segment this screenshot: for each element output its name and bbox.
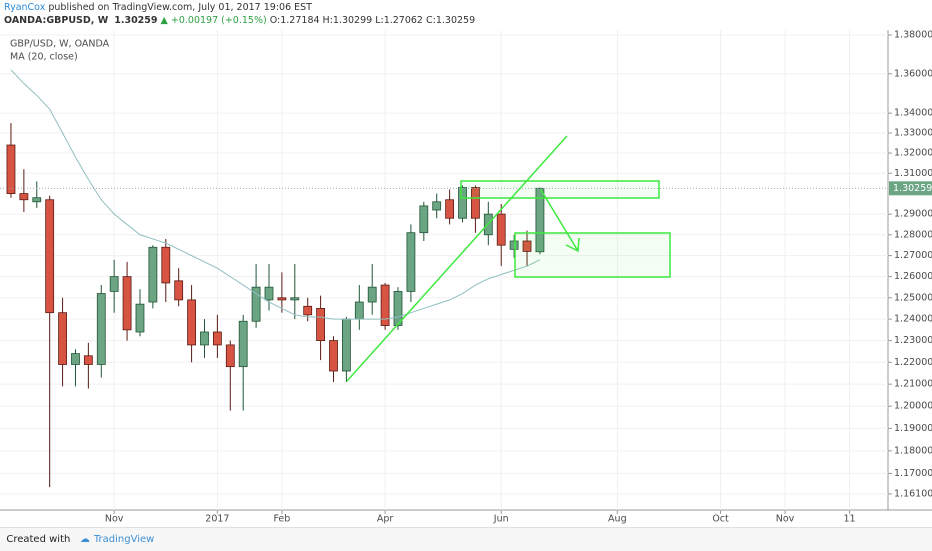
candle-body [354,301,364,320]
x-tick-label: Feb [273,514,290,525]
created-with: Created with [6,534,71,545]
legend-symbol: GBP/USD, W, OANDA [10,39,110,50]
y-tick-label: 1.19000 [894,423,932,434]
target-box[interactable] [514,232,671,278]
candle-body [432,201,442,211]
change: ▲ +0.00197 (+0.15%) [160,15,267,26]
quote-line: OANDA:GBPUSD, W 1.30259 ▲ +0.00197 (+0.1… [4,14,475,27]
candle-body [251,286,261,322]
candle-body [290,297,300,301]
x-tick-label: Aug [608,514,627,525]
resistance-box[interactable] [460,180,660,199]
candle-body [161,246,171,284]
publish-line: RyanCox published on TradingView.com, Ju… [4,1,475,14]
x-tick-label: Jun [493,514,509,525]
candle-body [58,312,67,365]
candle-body [458,187,467,219]
candle-body [83,355,93,365]
candle-body [471,187,480,219]
candle-body [238,320,248,368]
y-tick-label: 1.27000 [894,250,932,261]
author[interactable]: RyanCox [4,2,46,13]
candle-body [509,240,519,250]
x-tick-label: Nov [776,514,795,525]
candle-body [135,303,145,333]
candle-body [109,276,119,292]
y-tick-label: 1.24000 [894,314,932,325]
candle-body [406,232,416,292]
y-tick-label: 1.17000 [894,468,932,479]
candle-body [522,240,532,252]
y-tick-label: 1.26000 [894,271,932,282]
drawings [346,135,671,382]
y-tick-label: 1.16100 [894,488,932,499]
chart: GBP/USD, W, OANDA MA (20, close) 1.38000… [0,29,932,525]
y-tick-label: 1.29000 [894,209,932,220]
grid [0,30,888,510]
x-tick-label: Oct [712,514,729,525]
candle-body [445,199,455,219]
candle-body [329,340,338,372]
candle-body [200,331,209,346]
candle-body [187,299,196,346]
candle-body [122,276,132,331]
arrow-line[interactable] [540,189,579,252]
candle-body [277,297,287,301]
candle-body [496,213,506,246]
candle-body [264,286,274,301]
y-tick-label: 1.21000 [894,379,932,390]
x-tick-label: Apr [377,514,394,525]
footer: Created with ☁ TradingView [0,527,932,551]
candle-body [380,284,390,326]
legend-ma: MA (20, close) [10,52,78,63]
candle-body [342,318,351,372]
y-tick-label: 1.25000 [894,292,932,303]
ma-line [10,69,541,320]
candle-body [316,308,325,342]
symbol: OANDA:GBPUSD, W [4,15,109,26]
y-tick-label: 1.32000 [894,148,932,159]
series [0,69,888,488]
candle-body [367,286,377,303]
y-tick-label: 1.20000 [894,401,932,412]
price: 1.30259 [114,15,158,26]
candle-body [303,305,313,316]
trend-line[interactable] [346,135,568,382]
ohlc: O:1.27184 H:1.30299 L:1.27062 C:1.30259 [269,15,476,26]
candle-body [148,246,158,303]
y-tick-label: 1.36000 [894,68,932,79]
arrow-head [565,237,580,253]
candle-body [535,187,545,253]
candle-body [45,199,55,314]
y-tick-label: 1.22000 [894,357,932,368]
y-tick-label: 1.34000 [894,108,932,119]
logo: ☁ [79,534,90,545]
candle-body [225,344,235,368]
candle-body [6,144,16,195]
last-price-badge [889,181,932,196]
candle-body [71,353,80,365]
candle-body [419,205,429,234]
candle-body [96,293,106,365]
y-tick-label: 1.31000 [894,168,932,179]
published: published on TradingView.com, July 01, 2… [48,2,312,13]
y-tick-label: 1.23000 [894,335,932,346]
candle-body [32,197,42,203]
y-tick-label: 1.33000 [894,128,932,139]
last-price-label: 1.30259 [893,183,932,194]
candle-body [393,291,403,326]
header: RyanCox published on TradingView.com, Ju… [4,1,475,27]
y-tick-label: 1.18000 [894,445,932,456]
candle-body [174,280,184,301]
y-tick-label: 1.38000 [894,29,932,40]
candle-body [212,331,222,346]
x-tick-label: 11 [844,514,856,525]
x-tick-label: Nov [105,514,124,525]
x-tick-label: 2017 [205,514,229,525]
brand[interactable]: TradingView [93,534,155,545]
y-tick-label: 1.28000 [894,229,932,240]
candle-body [19,193,29,201]
